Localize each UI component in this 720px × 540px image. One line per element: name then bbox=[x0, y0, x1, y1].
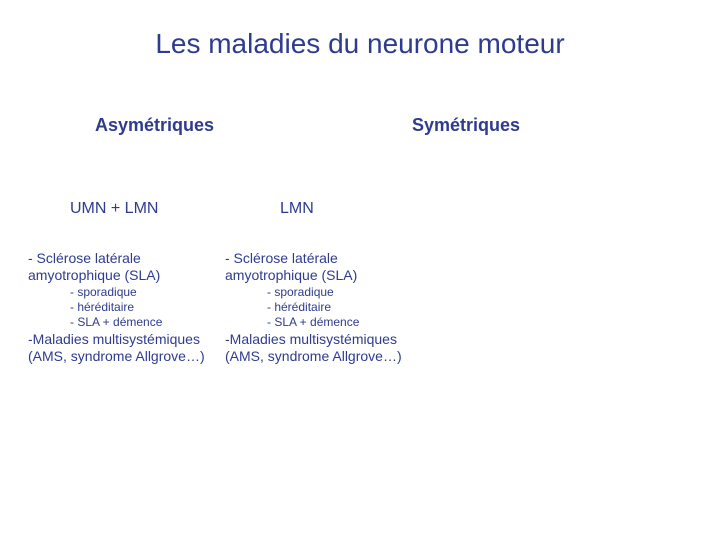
col1-subheader: UMN + LMN bbox=[70, 200, 158, 218]
col1-subline: - SLA + démence bbox=[70, 315, 162, 331]
slide-title: Les maladies du neurone moteur bbox=[0, 28, 720, 60]
col2-subline: - héréditaire bbox=[267, 300, 331, 316]
col1-subline: - sporadique bbox=[70, 285, 137, 301]
left-header: Asymétriques bbox=[95, 115, 214, 136]
col1-line: - Sclérose latérale bbox=[28, 250, 141, 268]
col2-line: -Maladies multisystémiques bbox=[225, 331, 397, 349]
right-header: Symétriques bbox=[412, 115, 520, 136]
col2-line: amyotrophique (SLA) bbox=[225, 267, 357, 285]
col2-subheader: LMN bbox=[280, 200, 314, 218]
col2-line: (AMS, syndrome Allgrove…) bbox=[225, 348, 402, 366]
col2-line: - Sclérose latérale bbox=[225, 250, 338, 268]
col2-subline: - sporadique bbox=[267, 285, 334, 301]
col2-subline: - SLA + démence bbox=[267, 315, 359, 331]
col1-line: amyotrophique (SLA) bbox=[28, 267, 160, 285]
col1-line: -Maladies multisystémiques bbox=[28, 331, 200, 349]
col1-line: (AMS, syndrome Allgrove…) bbox=[28, 348, 205, 366]
col1-subline: - héréditaire bbox=[70, 300, 134, 316]
